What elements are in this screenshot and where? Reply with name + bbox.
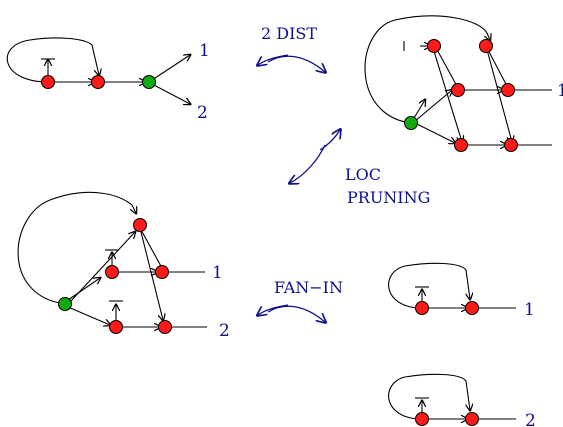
transform-label-pruning: PRUNING <box>347 188 430 207</box>
wire <box>485 45 512 142</box>
circuit-pruned: 1 2 <box>17 191 230 341</box>
fanout-node <box>404 116 418 130</box>
latch-node <box>501 83 515 97</box>
feedback-wire <box>487 32 490 40</box>
wire <box>69 232 135 303</box>
circuit-two-distance: 1 <box>364 15 563 152</box>
feedback-wire <box>91 44 99 75</box>
feedback-wire <box>17 191 133 305</box>
latch-node <box>41 75 55 89</box>
transform-fan-in: FAN−IN <box>258 278 343 322</box>
wire <box>485 45 509 89</box>
circuit-original: 1 2 <box>6 37 210 123</box>
feedback-wire <box>132 204 136 213</box>
transform-arrow <box>267 305 325 322</box>
latch-node <box>415 412 429 426</box>
transform-label-fan-in: FAN−IN <box>274 278 343 297</box>
circuit-fan-in-2: 2 <box>388 373 536 427</box>
latch-node <box>105 265 119 279</box>
latch-node <box>479 39 493 53</box>
latch-node <box>451 83 465 97</box>
latch-node <box>158 320 172 334</box>
latch-node <box>454 138 468 152</box>
feedback-wire <box>466 380 470 410</box>
transform-two-dist: 2 DIST <box>258 24 325 72</box>
circuit-fan-in-1: 1 <box>388 262 535 320</box>
wire <box>413 90 452 123</box>
output-label-clipped: 1 <box>557 81 563 101</box>
wire <box>434 45 459 89</box>
feedback-wire <box>6 37 93 83</box>
wire <box>416 123 455 143</box>
wire <box>432 47 462 142</box>
transform-loc-pruning: LOC PRUNING <box>290 130 430 207</box>
wire <box>67 306 110 325</box>
latch-node <box>133 218 147 232</box>
latch-node <box>155 265 169 279</box>
latch-node <box>465 301 479 315</box>
feedback-wire <box>364 15 488 124</box>
transform-arrow <box>258 54 289 65</box>
output-label-2: 2 <box>525 411 536 427</box>
output-label-1: 1 <box>199 41 210 61</box>
transform-arrow <box>319 130 340 151</box>
wire <box>67 278 100 301</box>
transform-arrow <box>258 304 289 315</box>
output-label-2: 2 <box>197 103 208 123</box>
latch-node <box>91 75 105 89</box>
transform-label-two-dist: 2 DIST <box>261 24 317 43</box>
output-wire-1 <box>151 55 190 81</box>
output-wire-2 <box>151 83 190 104</box>
transform-arrow <box>290 144 326 183</box>
transform-label-loc: LOC <box>345 165 381 184</box>
latch-node <box>504 138 518 152</box>
fanout-node <box>58 297 72 311</box>
fanout-node <box>142 75 156 89</box>
transform-arrow <box>267 55 325 72</box>
feedback-wire <box>466 269 470 299</box>
wire <box>413 100 425 119</box>
wire <box>139 227 163 269</box>
latch-node <box>109 320 123 334</box>
output-label-1: 1 <box>524 300 535 320</box>
feedback-wire <box>388 262 467 309</box>
latch-node <box>465 412 479 426</box>
output-label-1: 1 <box>212 263 223 283</box>
latch-node <box>427 39 441 53</box>
latch-node <box>415 301 429 315</box>
feedback-wire <box>388 373 467 420</box>
output-label-2: 2 <box>219 321 230 341</box>
